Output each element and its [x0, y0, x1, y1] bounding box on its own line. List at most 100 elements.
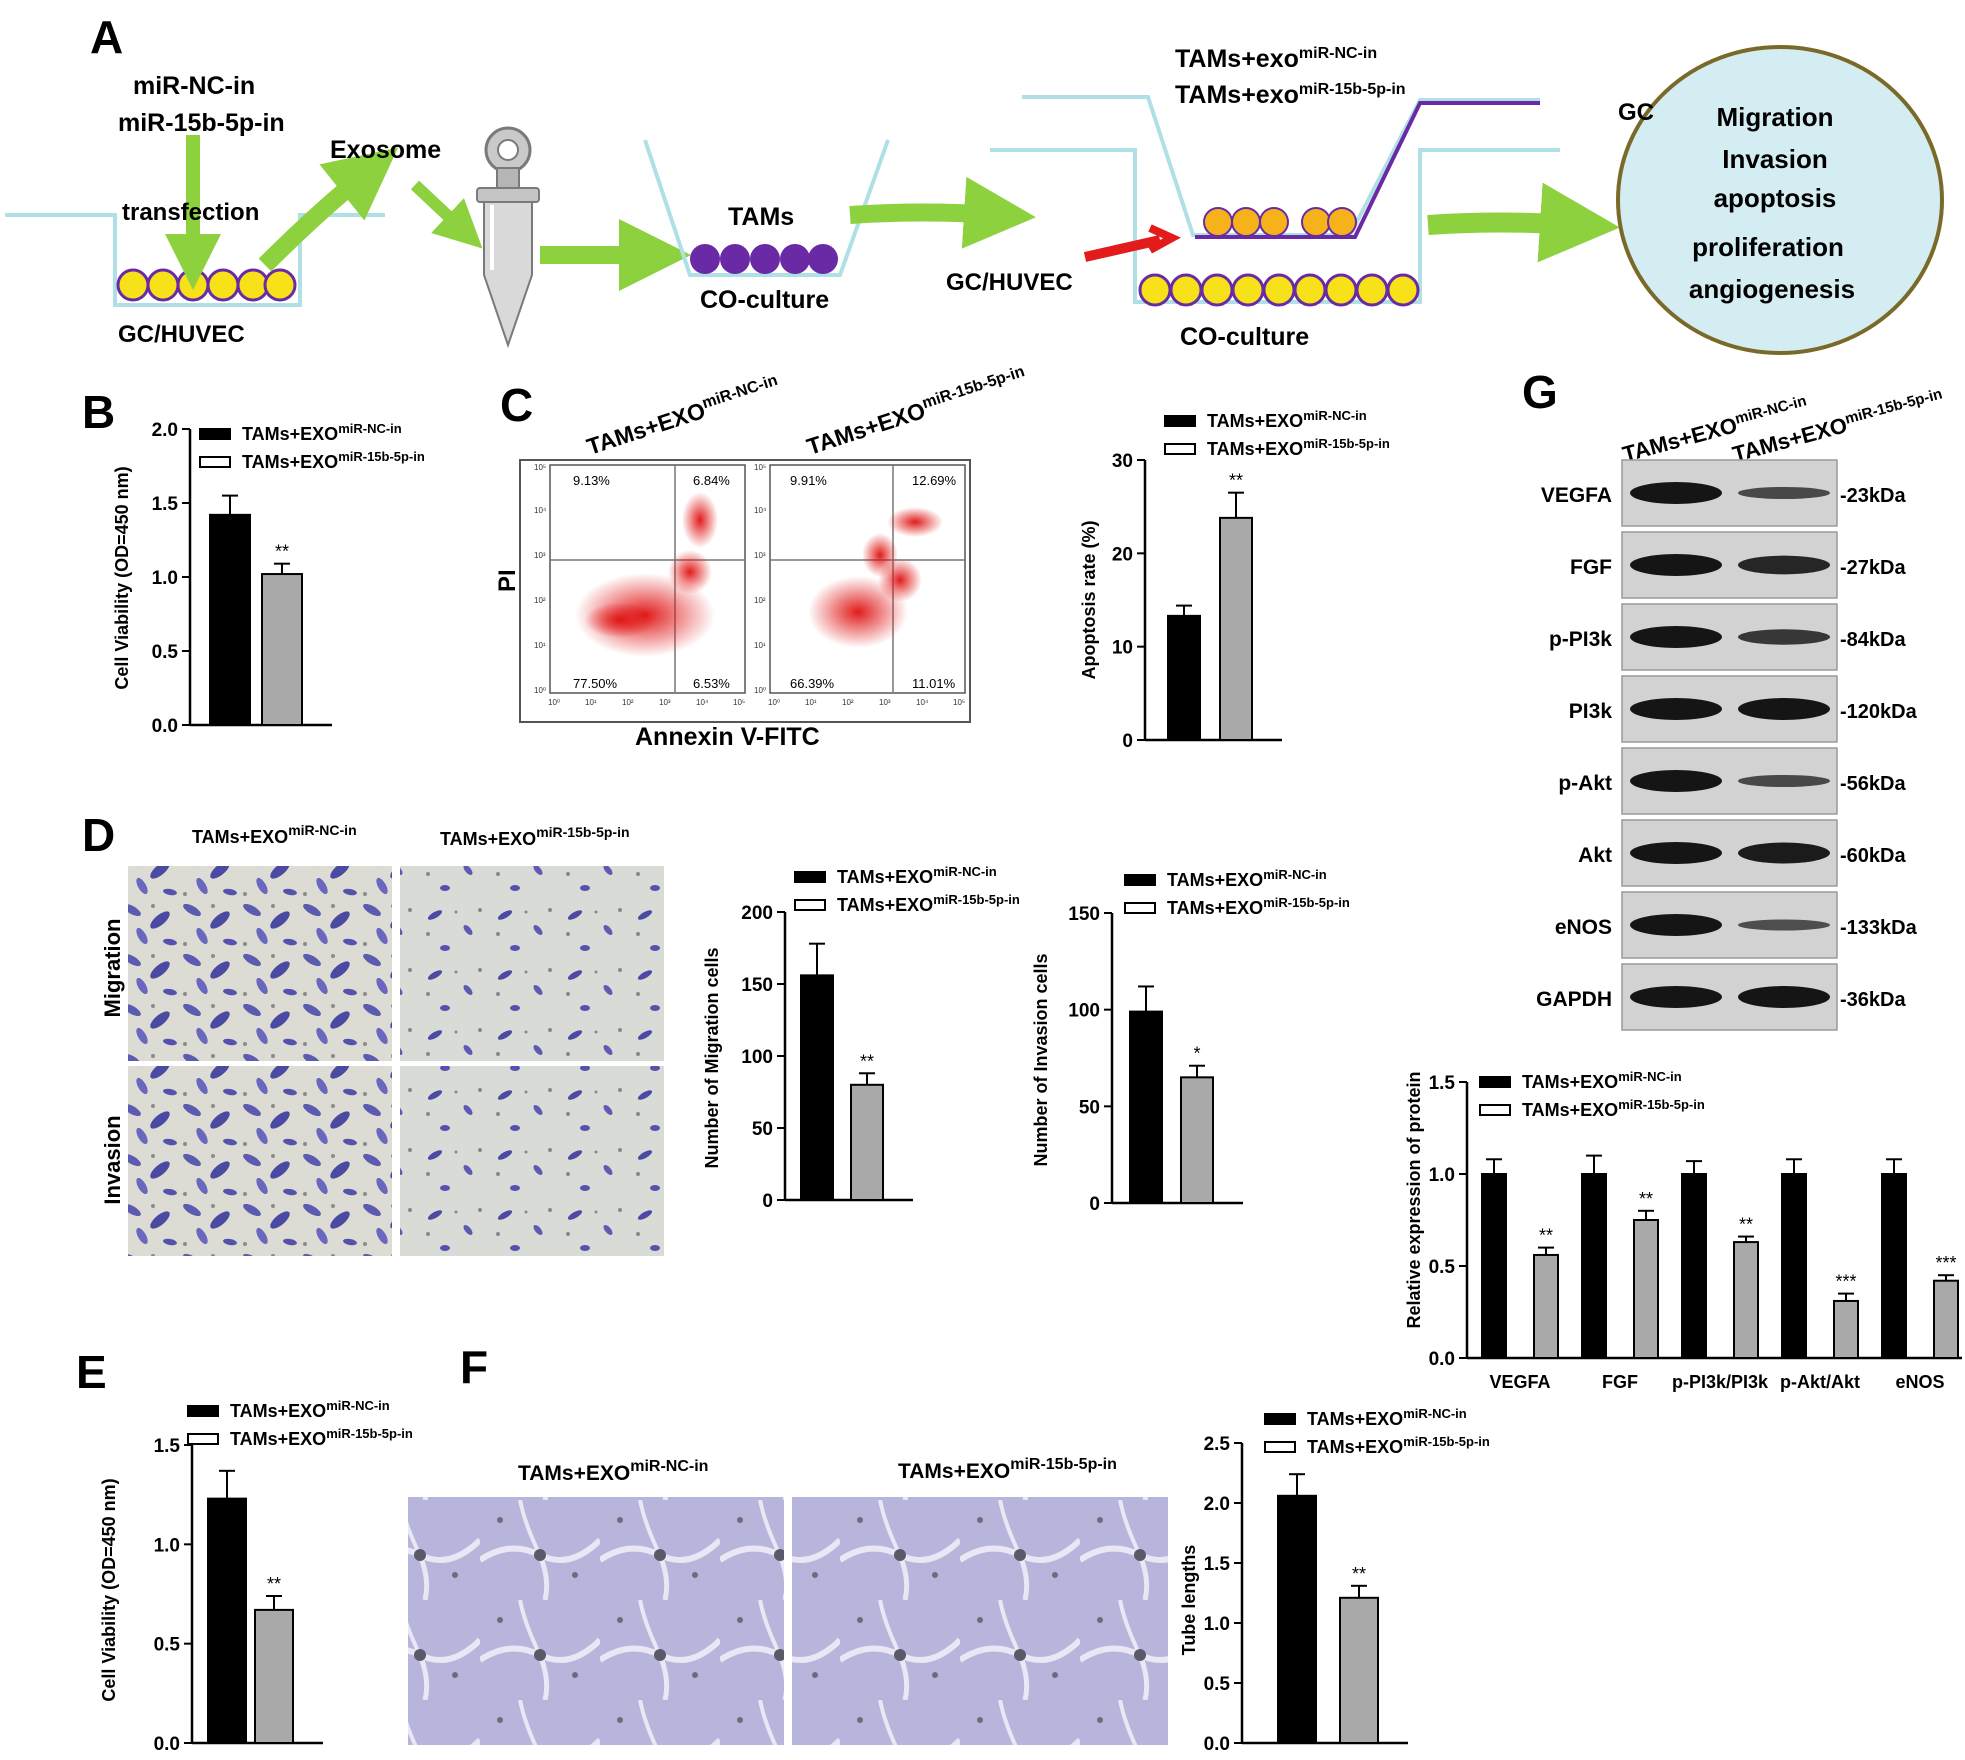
wb-band-nc — [1630, 914, 1722, 936]
panel-letter-e: E — [76, 1346, 107, 1398]
label-tams: TAMs — [728, 203, 794, 231]
svg-text:10²: 10² — [754, 596, 766, 605]
d-col-15b: TAMs+EXOmiR-15b-5p-in — [440, 824, 630, 849]
label-gc-huvec-1: GC/HUVEC — [118, 321, 245, 348]
chart-e: 0.0 0.5 1.0 1.5 Cell Viability (OD=450 nm) TA… — [99, 1398, 413, 1755]
y-axis-label: Number of Migration cells — [702, 947, 722, 1168]
significance-label: ** — [1639, 1189, 1653, 1209]
flow-xlabel: Annexin V-FITC — [635, 723, 820, 751]
bar — [1733, 1241, 1759, 1359]
flow-title-15b: TAMs+EXOmiR-15b-5p-in — [803, 363, 1030, 460]
y-tick-label: 0.5 — [1204, 1674, 1231, 1695]
svg-text:10²: 10² — [842, 698, 854, 707]
row-label-invasion: Invasion — [100, 1115, 125, 1204]
y-axis-label: Number of Invasion cells — [1031, 953, 1051, 1166]
wb-band-15b — [1738, 486, 1830, 500]
panel-letter-g: G — [1522, 366, 1558, 418]
y-tick-label: 1.5 — [152, 494, 179, 515]
svg-text:10⁰: 10⁰ — [768, 698, 780, 707]
svg-text:10⁴: 10⁴ — [534, 506, 547, 515]
legend-swatch — [1264, 1413, 1296, 1425]
outcome-migration: Migration — [1717, 102, 1834, 132]
wb-row-enos: eNOS -133kDa — [1555, 891, 1918, 959]
q-nc-ll: 77.50% — [573, 676, 618, 691]
f-col-nc: TAMs+EXOmiR-NC-in — [518, 1458, 708, 1485]
svg-text:10⁵: 10⁵ — [733, 698, 745, 707]
y-tick-label: 0.0 — [1429, 1349, 1455, 1370]
legend-label: TAMs+EXOmiR-NC-in — [837, 864, 997, 887]
flow-scatter-15b — [808, 507, 943, 648]
x-tick-label: p-Akt/Akt — [1780, 1372, 1860, 1392]
outcome-angiogenesis: angiogenesis — [1689, 274, 1855, 304]
legend-label: TAMs+EXOmiR-NC-in — [230, 1398, 390, 1421]
chart-f: 0.0 0.5 1.0 1.5 2.0 2.5 Tube lengths TAMs+EXOmi… — [1179, 1406, 1490, 1755]
y-tick-label: 150 — [741, 975, 773, 996]
significance-label: *** — [1835, 1272, 1856, 1292]
panel-letter-c: C — [500, 379, 534, 431]
panel-c-flow: TAMs+EXOmiR-NC-in TAMs+EXOmiR-15b-5p-in … — [494, 363, 1030, 751]
y-tick-label: 0.0 — [152, 716, 178, 737]
y-tick-label: 100 — [1068, 1001, 1100, 1022]
svg-text:10¹: 10¹ — [585, 698, 597, 707]
y-tick-label: 0 — [1089, 1194, 1100, 1215]
wb-size-label: -133kDa — [1840, 917, 1918, 939]
wb-row-vegfa: VEGFA -23kDa — [1541, 459, 1906, 527]
svg-text:10⁴: 10⁴ — [916, 698, 929, 707]
wb-band-nc — [1630, 626, 1722, 648]
bar — [1339, 1596, 1379, 1745]
bar — [1533, 1253, 1559, 1359]
wb-protein-label: PI3k — [1569, 700, 1613, 723]
flow-scatter-nc — [575, 492, 718, 657]
flow-ylabel: PI — [494, 569, 521, 592]
wb-protein-label: FGF — [1570, 556, 1612, 579]
micrograph-migration-nc — [128, 866, 392, 1061]
y-tick-label: 0.5 — [154, 1635, 181, 1656]
legend-swatch — [1264, 1441, 1296, 1453]
wb-col-15b: TAMs+EXOmiR-15b-5p-in — [1730, 385, 1947, 466]
y-tick-label: 1.5 — [154, 1436, 181, 1457]
wb-band-nc — [1630, 770, 1722, 792]
wb-protein-label: eNOS — [1555, 916, 1612, 939]
svg-text:10¹: 10¹ — [754, 641, 766, 650]
label-gc: GC — [1618, 99, 1654, 126]
red-arrow-icon — [1083, 235, 1162, 262]
row-label-migration: Migration — [100, 919, 125, 1018]
legend-label: TAMs+EXOmiR-NC-in — [1307, 1406, 1467, 1429]
wb-band-nc — [1630, 482, 1722, 504]
y-tick-label: 1.0 — [152, 568, 178, 589]
y-tick-label: 200 — [741, 903, 773, 924]
bar — [1881, 1173, 1907, 1359]
chart-d-migration: 0 50 100 150 200 Number of Migration cells TAM… — [702, 864, 1020, 1212]
legend-swatch — [1479, 1104, 1511, 1116]
bar — [1681, 1173, 1707, 1359]
wb-size-label: -36kDa — [1840, 989, 1906, 1011]
wb-protein-label: p-Akt — [1558, 772, 1612, 795]
svg-text:10⁴: 10⁴ — [696, 698, 709, 707]
svg-text:10⁵: 10⁵ — [754, 463, 766, 472]
q-15b-ur: 12.69% — [912, 473, 957, 488]
y-tick-label: 1.0 — [1429, 1165, 1455, 1186]
y-tick-label: 0.5 — [152, 642, 179, 663]
y-tick-label: 2.5 — [1204, 1434, 1231, 1455]
bar — [1633, 1219, 1659, 1359]
significance-label: ** — [275, 542, 289, 562]
y-tick-label: 2.0 — [1204, 1494, 1230, 1515]
d-col-nc: TAMs+EXOmiR-NC-in — [192, 822, 357, 847]
svg-text:10⁰: 10⁰ — [548, 698, 560, 707]
y-tick-label: 0.0 — [154, 1734, 180, 1755]
wb-row-gapdh: GAPDH -36kDa — [1536, 963, 1906, 1031]
panel-a-schematic: miR-NC-in miR-15b-5p-in transfection GC/… — [5, 45, 1944, 355]
wb-protein-label: p-PI3k — [1549, 628, 1612, 651]
legend-label: TAMs+EXOmiR-15b-5p-in — [1167, 895, 1350, 918]
svg-text:10⁰: 10⁰ — [754, 686, 766, 695]
panel-letter-f: F — [460, 1341, 489, 1393]
legend-swatch — [1164, 415, 1196, 427]
bar — [209, 513, 251, 727]
wb-band-15b — [1738, 986, 1830, 1008]
chart-d-invasion: 0 50 100 150 Number of Invasion cells TAMs+EX… — [1031, 867, 1350, 1215]
legend-label: TAMs+EXOmiR-15b-5p-in — [230, 1426, 413, 1449]
label-coculture-2: CO-culture — [1180, 323, 1309, 351]
outcome-proliferation: proliferation — [1692, 232, 1844, 262]
significance-label: ** — [1539, 1226, 1553, 1246]
